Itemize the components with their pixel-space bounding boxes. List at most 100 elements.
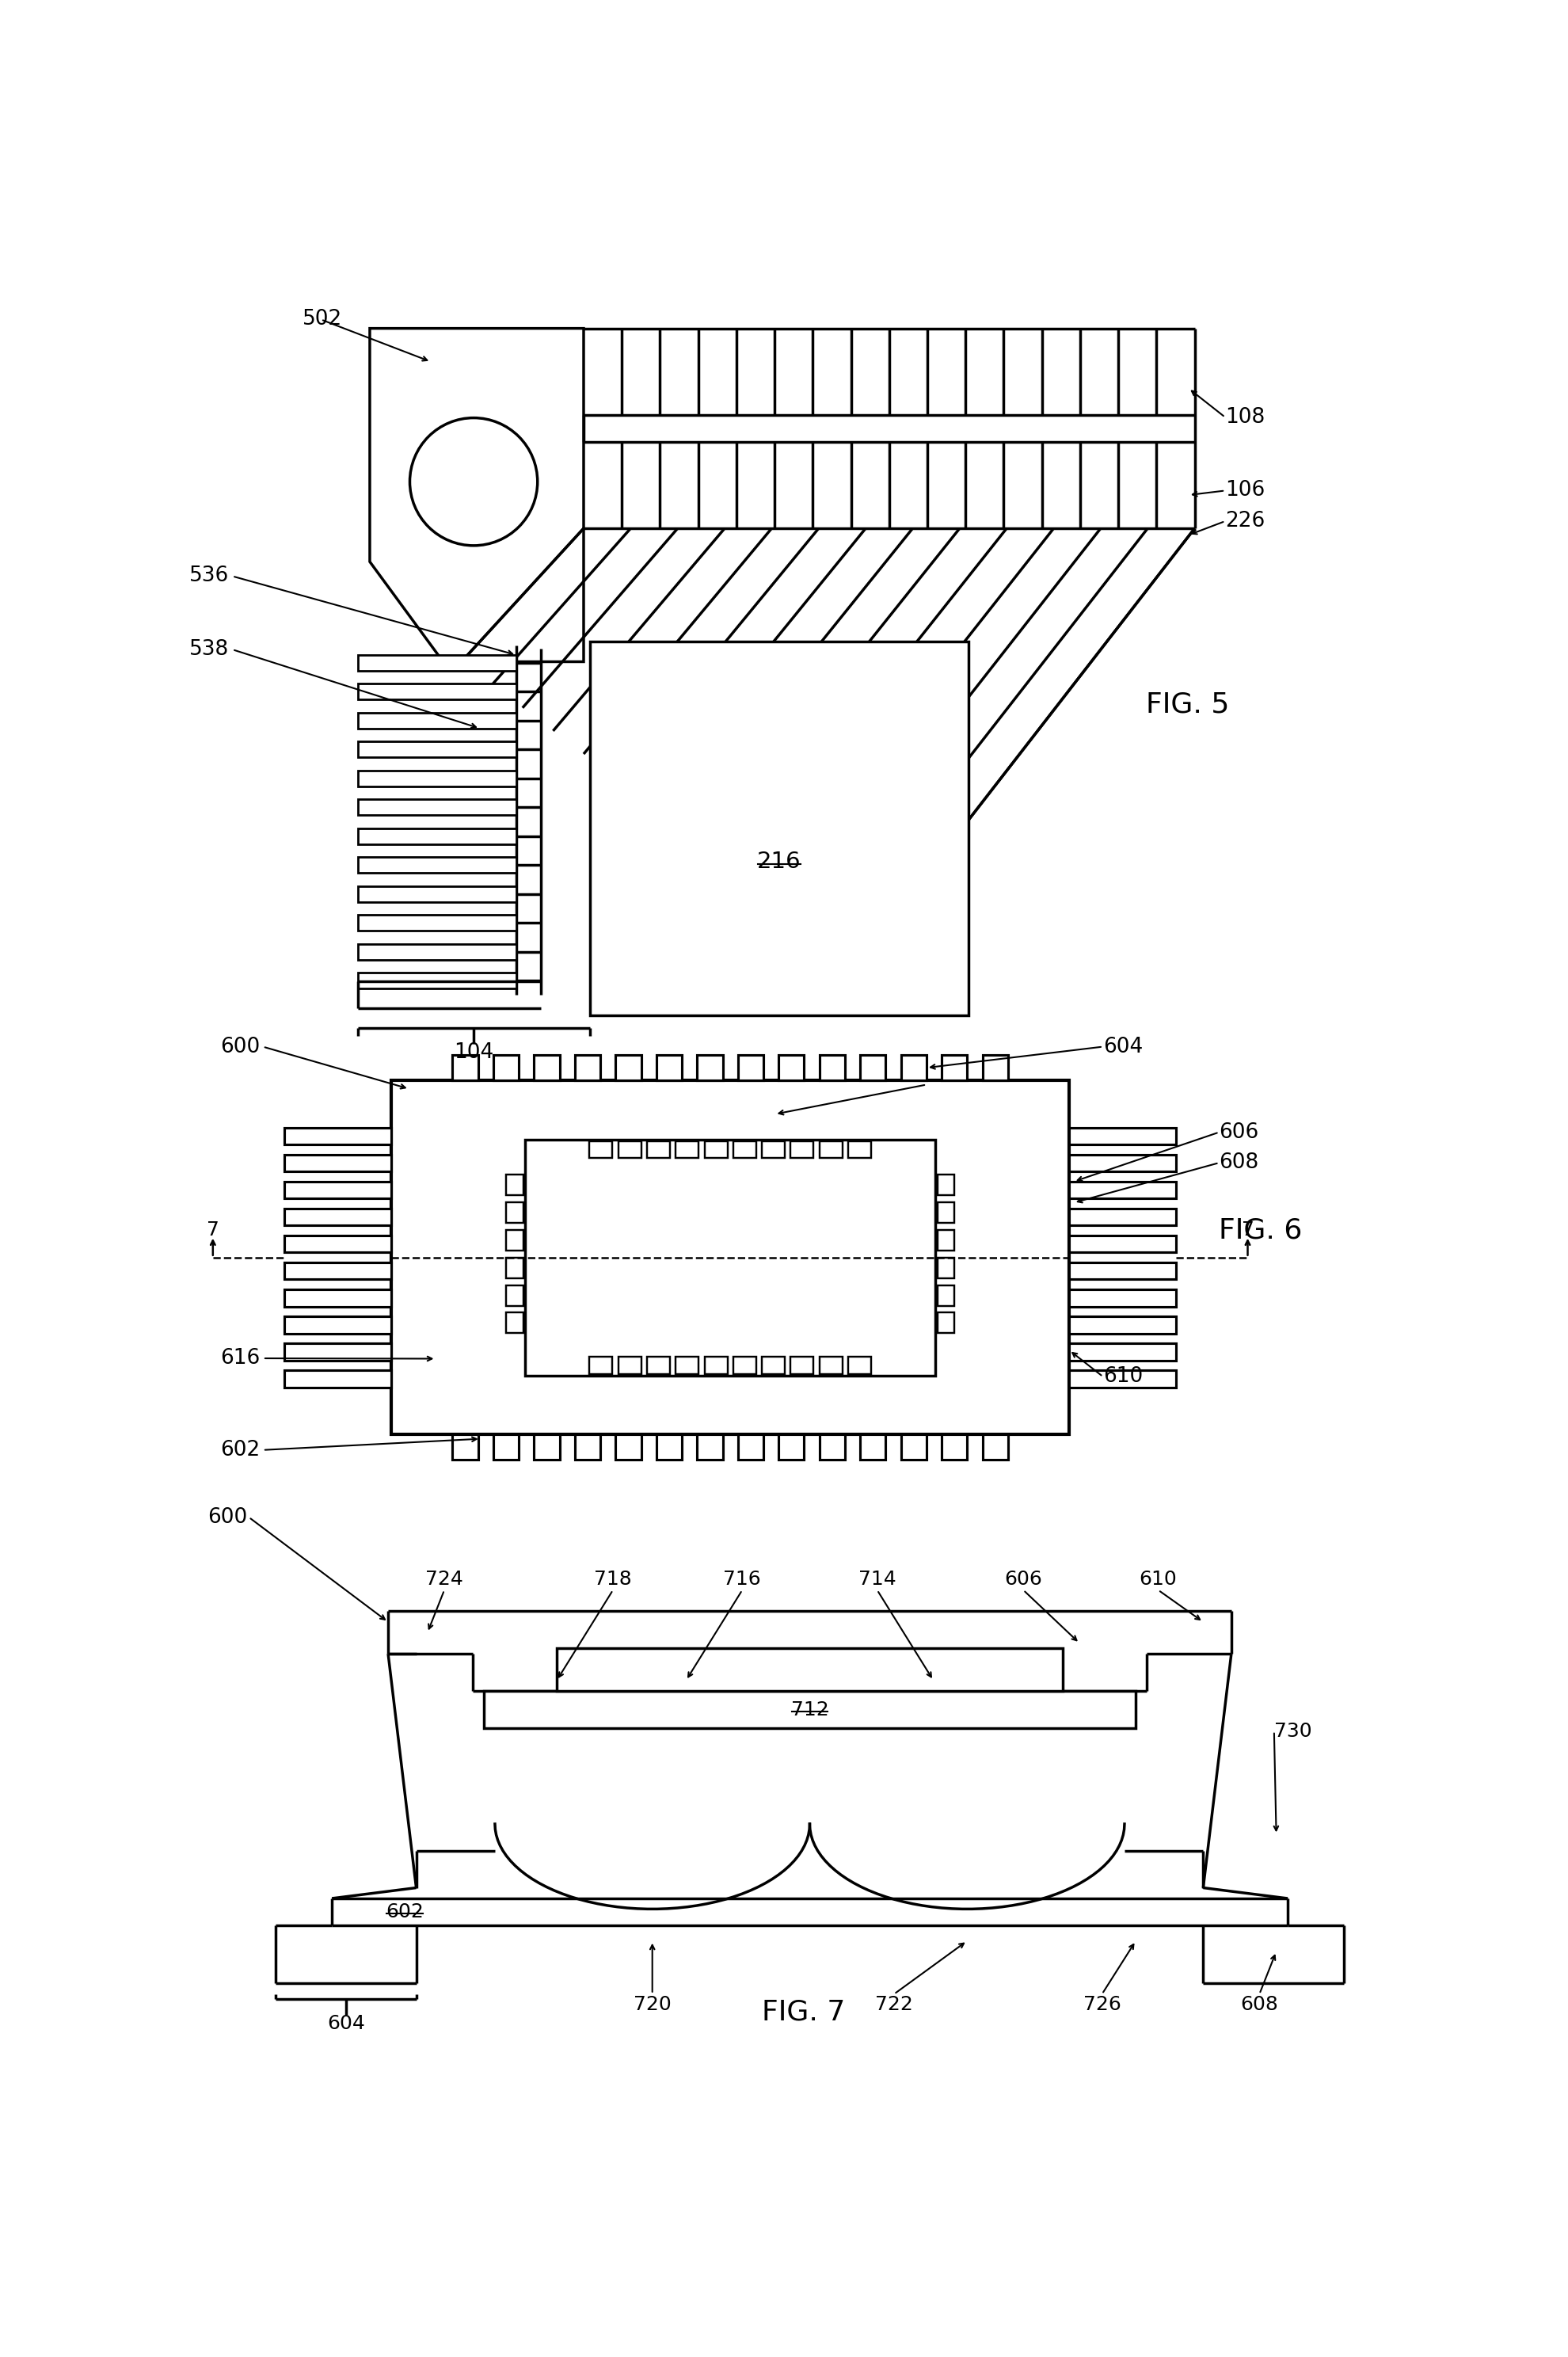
Text: 602: 602 <box>386 1902 423 1921</box>
Text: 726: 726 <box>1083 1996 1121 2015</box>
Bar <box>938 1259 955 1277</box>
Bar <box>453 1435 478 1459</box>
Bar <box>575 1435 601 1459</box>
Bar <box>616 1056 641 1080</box>
Bar <box>590 1141 613 1157</box>
Text: 606: 606 <box>1005 1570 1043 1589</box>
Bar <box>1069 1318 1176 1334</box>
Bar <box>358 742 516 757</box>
Bar <box>983 1435 1008 1459</box>
Bar <box>284 1209 392 1226</box>
Bar <box>657 1435 682 1459</box>
Bar <box>762 1358 786 1374</box>
Circle shape <box>409 417 538 544</box>
Bar <box>861 1435 886 1459</box>
Text: 718: 718 <box>594 1570 632 1589</box>
Bar <box>358 858 516 872</box>
Bar <box>284 1318 392 1334</box>
Bar <box>358 827 516 844</box>
Bar <box>779 1435 804 1459</box>
Bar <box>820 1141 842 1157</box>
Bar <box>358 684 516 700</box>
Bar <box>734 1141 756 1157</box>
Text: 714: 714 <box>858 1570 895 1589</box>
Text: 722: 722 <box>875 1996 913 2015</box>
Bar <box>618 1141 641 1157</box>
Bar <box>734 1358 756 1374</box>
Bar <box>506 1259 524 1277</box>
Text: 616: 616 <box>220 1348 260 1369</box>
Bar <box>676 1141 699 1157</box>
Bar <box>938 1174 955 1195</box>
Bar <box>938 1230 955 1252</box>
Text: 730: 730 <box>1275 1721 1312 1739</box>
Bar <box>1069 1155 1176 1171</box>
Bar <box>284 1155 392 1171</box>
Bar <box>358 886 516 903</box>
Bar <box>790 1358 814 1374</box>
Text: 104: 104 <box>453 1042 494 1063</box>
Bar <box>284 1263 392 1280</box>
Text: 604: 604 <box>328 2015 365 2034</box>
Bar <box>902 1056 927 1080</box>
Bar <box>506 1285 524 1306</box>
Bar <box>1069 1209 1176 1226</box>
Text: 536: 536 <box>190 566 229 587</box>
Bar <box>704 1358 728 1374</box>
Bar <box>657 1056 682 1080</box>
Bar <box>616 1435 641 1459</box>
Text: FIG. 7: FIG. 7 <box>762 1999 845 2025</box>
Bar <box>506 1313 524 1334</box>
Bar <box>392 1080 1069 1435</box>
Bar <box>820 1435 845 1459</box>
Text: 720: 720 <box>633 1996 671 2015</box>
Bar <box>494 1056 519 1080</box>
Bar <box>557 1648 1063 1690</box>
Bar <box>535 1056 560 1080</box>
Bar <box>942 1056 967 1080</box>
Bar <box>358 799 516 816</box>
Bar <box>848 1358 872 1374</box>
Bar <box>942 1435 967 1459</box>
Bar <box>284 1181 392 1197</box>
Text: 7: 7 <box>207 1221 220 1240</box>
Bar <box>1069 1181 1176 1197</box>
Bar <box>590 1358 613 1374</box>
Bar <box>284 1343 392 1360</box>
Text: 216: 216 <box>757 851 801 872</box>
Bar <box>525 1138 936 1376</box>
Bar <box>861 1056 886 1080</box>
Text: 226: 226 <box>1225 511 1265 530</box>
Bar <box>848 1141 872 1157</box>
Bar <box>938 1285 955 1306</box>
Bar <box>762 1141 786 1157</box>
Bar <box>284 1289 392 1306</box>
Text: 538: 538 <box>190 639 229 660</box>
Bar <box>575 1056 601 1080</box>
Text: 600: 600 <box>220 1037 260 1056</box>
Bar <box>648 1141 670 1157</box>
Bar <box>358 771 516 787</box>
Bar <box>648 1358 670 1374</box>
Bar <box>453 1056 478 1080</box>
Bar <box>535 1435 560 1459</box>
Text: 602: 602 <box>220 1440 260 1461</box>
Bar <box>284 1127 392 1146</box>
Text: 608: 608 <box>1218 1153 1259 1174</box>
Bar <box>676 1358 699 1374</box>
Bar <box>358 712 516 728</box>
Bar <box>358 655 516 672</box>
Bar <box>790 1141 814 1157</box>
Text: 724: 724 <box>425 1570 463 1589</box>
Bar <box>739 1056 764 1080</box>
Text: 108: 108 <box>1225 408 1265 427</box>
Bar <box>983 1056 1008 1080</box>
Bar <box>820 1056 845 1080</box>
Text: FIG. 5: FIG. 5 <box>1146 691 1229 719</box>
Bar <box>1069 1369 1176 1388</box>
Polygon shape <box>370 328 583 662</box>
Bar <box>938 1202 955 1223</box>
Bar <box>1069 1289 1176 1306</box>
Bar <box>494 1435 519 1459</box>
Text: 610: 610 <box>1102 1367 1143 1386</box>
